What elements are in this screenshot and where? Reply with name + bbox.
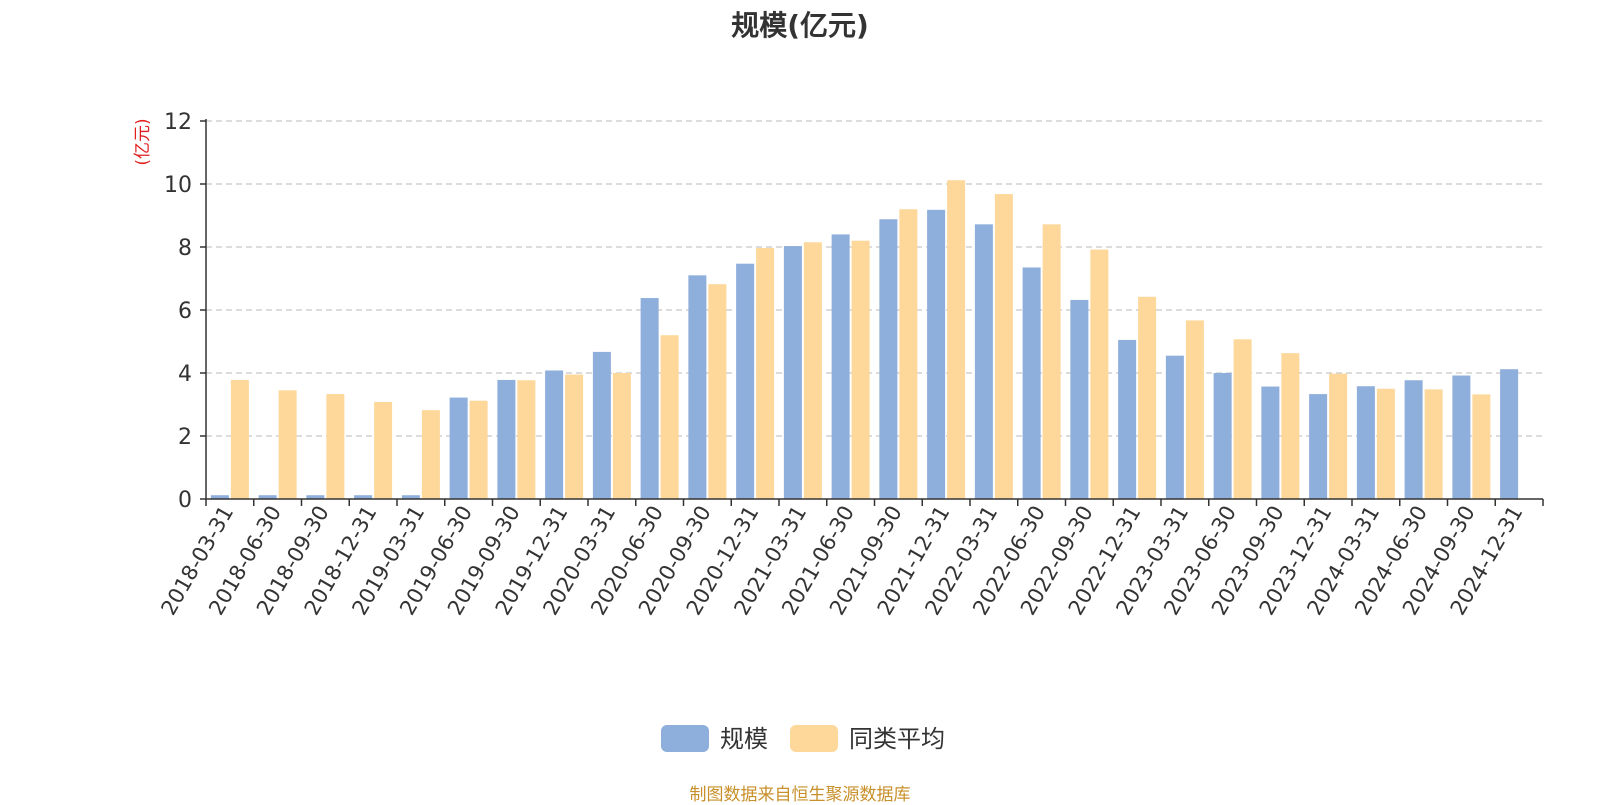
bar-scale bbox=[1070, 299, 1089, 499]
bar-peer-average bbox=[1329, 373, 1348, 499]
bar-peer-average bbox=[1376, 388, 1395, 499]
bar-scale bbox=[1356, 386, 1375, 499]
bar-scale bbox=[354, 495, 373, 499]
bar-scale bbox=[736, 263, 755, 499]
bar-peer-average bbox=[756, 247, 775, 499]
legend-swatch-peer-average bbox=[790, 725, 838, 752]
bar-scale bbox=[306, 495, 325, 499]
bar-scale bbox=[640, 298, 659, 499]
chart-title: 规模(亿元) bbox=[731, 9, 869, 42]
bar-scale bbox=[783, 246, 802, 499]
bar-peer-average bbox=[278, 390, 297, 499]
bar-scale bbox=[1118, 339, 1137, 499]
bar-scale bbox=[831, 234, 850, 499]
y-tick-label: 8 bbox=[178, 236, 192, 261]
source-note: 制图数据来自恒生聚源数据库 bbox=[689, 785, 911, 805]
bar-scale bbox=[1309, 394, 1328, 499]
bar-peer-average bbox=[1185, 320, 1204, 499]
bar-scale bbox=[592, 351, 611, 499]
bar-peer-average bbox=[708, 284, 727, 499]
bar-scale bbox=[449, 397, 468, 499]
bar-peer-average bbox=[1042, 224, 1061, 499]
bar-peer-average bbox=[803, 242, 822, 499]
y-tick-label: 2 bbox=[178, 425, 192, 450]
bar-peer-average bbox=[1233, 339, 1252, 499]
bar-peer-average bbox=[565, 374, 584, 499]
bar-scale bbox=[1165, 355, 1184, 499]
bar-scale bbox=[1261, 386, 1280, 499]
bar-peer-average bbox=[374, 401, 393, 499]
y-tick-label: 6 bbox=[178, 299, 192, 324]
bar-scale bbox=[1022, 267, 1041, 499]
bar-peer-average bbox=[1138, 296, 1157, 499]
bar-scale bbox=[974, 224, 993, 499]
bar-scale bbox=[1500, 369, 1519, 499]
bar-scale bbox=[401, 495, 420, 499]
bar-peer-average bbox=[994, 194, 1013, 499]
axes: 0246810122018-03-312018-06-302018-09-302… bbox=[156, 110, 1544, 619]
bars bbox=[210, 180, 1519, 499]
bar-peer-average bbox=[899, 209, 918, 499]
legend-label-scale: 规模 bbox=[720, 725, 768, 753]
y-axis-label: (亿元) bbox=[133, 118, 153, 165]
bar-peer-average bbox=[851, 240, 870, 499]
bar-scale bbox=[258, 495, 277, 499]
bar-peer-average bbox=[1090, 249, 1109, 499]
bar-scale bbox=[688, 275, 707, 499]
bar-peer-average bbox=[517, 380, 536, 499]
bar-peer-average bbox=[326, 394, 345, 499]
bar-scale bbox=[927, 209, 946, 499]
y-tick-label: 12 bbox=[164, 110, 192, 135]
bar-peer-average bbox=[1424, 389, 1443, 499]
bar-peer-average bbox=[947, 180, 966, 499]
bar-peer-average bbox=[660, 335, 679, 499]
bar-scale bbox=[1404, 380, 1423, 499]
bar-peer-average bbox=[612, 373, 631, 499]
y-tick-label: 10 bbox=[164, 173, 192, 198]
bar-scale bbox=[210, 495, 229, 499]
bar-peer-average bbox=[1281, 353, 1300, 499]
bar-peer-average bbox=[230, 379, 249, 499]
bar-scale bbox=[545, 370, 564, 499]
bar-peer-average bbox=[1472, 394, 1491, 499]
y-tick-label: 0 bbox=[178, 488, 192, 513]
bar-scale bbox=[497, 379, 516, 499]
y-tick-label: 4 bbox=[178, 362, 192, 387]
bar-peer-average bbox=[469, 400, 488, 499]
bar-peer-average bbox=[421, 410, 440, 499]
bar-scale bbox=[879, 219, 898, 499]
bar-scale bbox=[1452, 375, 1471, 499]
bar-scale bbox=[1213, 373, 1232, 499]
legend-swatch-scale bbox=[661, 725, 709, 752]
legend: 规模 同类平均 bbox=[661, 725, 945, 753]
legend-label-peer-average: 同类平均 bbox=[849, 725, 945, 753]
